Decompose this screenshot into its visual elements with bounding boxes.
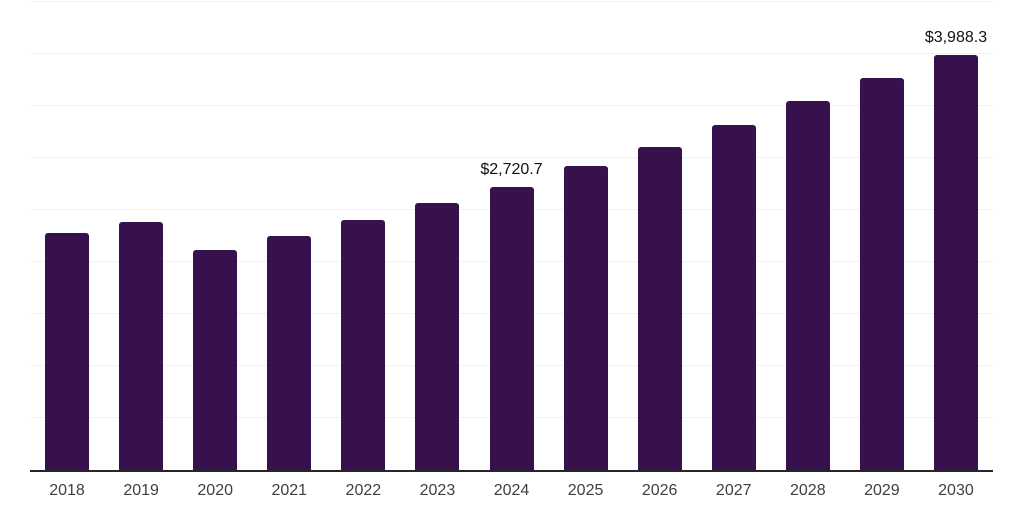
x-tick-label-2028: 2028 bbox=[790, 482, 826, 499]
bar-2021 bbox=[267, 236, 312, 470]
bar-2026 bbox=[637, 146, 682, 470]
x-tick-label-2029: 2029 bbox=[864, 482, 900, 499]
x-tick-label-2023: 2023 bbox=[419, 482, 456, 499]
x-tick-label-2024: 2024 bbox=[493, 482, 530, 499]
x-tick-label-2018: 2018 bbox=[49, 482, 85, 499]
x-tick-label-2021: 2021 bbox=[271, 482, 308, 499]
x-tick-label-2022: 2022 bbox=[345, 482, 382, 499]
bar-value-label-2030: $3,988.3 bbox=[924, 29, 988, 47]
gridline bbox=[30, 1, 993, 2]
gridline bbox=[30, 157, 993, 158]
bar-2020 bbox=[193, 249, 238, 470]
bar-2030 bbox=[933, 55, 978, 470]
x-tick-label-2030: 2030 bbox=[938, 482, 974, 499]
x-tick-label-2025: 2025 bbox=[567, 482, 604, 499]
x-axis-labels: 2018 2019 2020 2021 2022 2023 2024 2025 2026 2027… bbox=[30, 474, 993, 512]
gridline bbox=[30, 105, 993, 106]
bar-2028 bbox=[785, 100, 830, 470]
bar-2019 bbox=[119, 222, 164, 470]
bar-value-label-2024: $2,720.7 bbox=[480, 161, 543, 179]
bar-2022 bbox=[341, 220, 386, 470]
bar-2027 bbox=[711, 124, 756, 470]
x-tick-label-2027: 2027 bbox=[715, 482, 752, 499]
bar-2018 bbox=[45, 232, 90, 470]
bar-2029 bbox=[859, 77, 904, 470]
gridline bbox=[30, 53, 993, 54]
x-tick-label-2026: 2026 bbox=[641, 482, 678, 499]
plot-area: $2,720.7 $3,988.3 bbox=[30, 1, 993, 472]
bar-2024 bbox=[489, 187, 534, 470]
x-tick-label-2019: 2019 bbox=[123, 482, 159, 499]
bar-2025 bbox=[563, 166, 608, 470]
x-tick-label-2020: 2020 bbox=[197, 482, 233, 499]
bar-2023 bbox=[415, 202, 460, 470]
